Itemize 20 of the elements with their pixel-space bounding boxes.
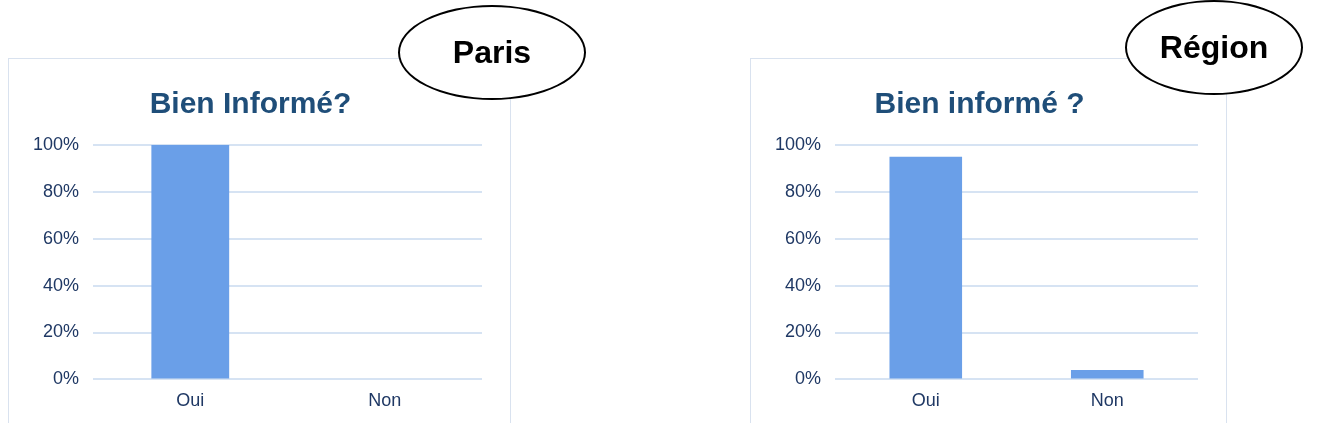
chart-subtitle: Paris — [398, 5, 586, 100]
y-tick-label: 0% — [53, 368, 80, 389]
chart-title: Bien informé ? — [874, 86, 1085, 120]
y-tick-label: 60% — [785, 227, 822, 248]
y-tick-label: 20% — [43, 321, 80, 342]
y-tick-label: 40% — [43, 274, 80, 295]
y-tick-label: 20% — [785, 321, 822, 342]
y-tick-label: 40% — [785, 274, 822, 295]
chart-subtitle: Région — [1125, 0, 1303, 95]
y-tick-label: 60% — [43, 227, 80, 248]
chart-title: Bien Informé? — [149, 86, 352, 120]
y-tick-label: 0% — [795, 368, 822, 389]
x-tick-label: Non — [368, 390, 402, 411]
y-tick-label: 80% — [43, 180, 80, 201]
x-tick-label: Oui — [176, 390, 205, 411]
y-tick-label: 80% — [785, 180, 822, 201]
y-tick-label: 100% — [32, 133, 80, 154]
y-tick-label: 100% — [774, 133, 822, 154]
x-tick-label: Non — [1090, 390, 1124, 411]
x-tick-label: Oui — [911, 390, 940, 411]
